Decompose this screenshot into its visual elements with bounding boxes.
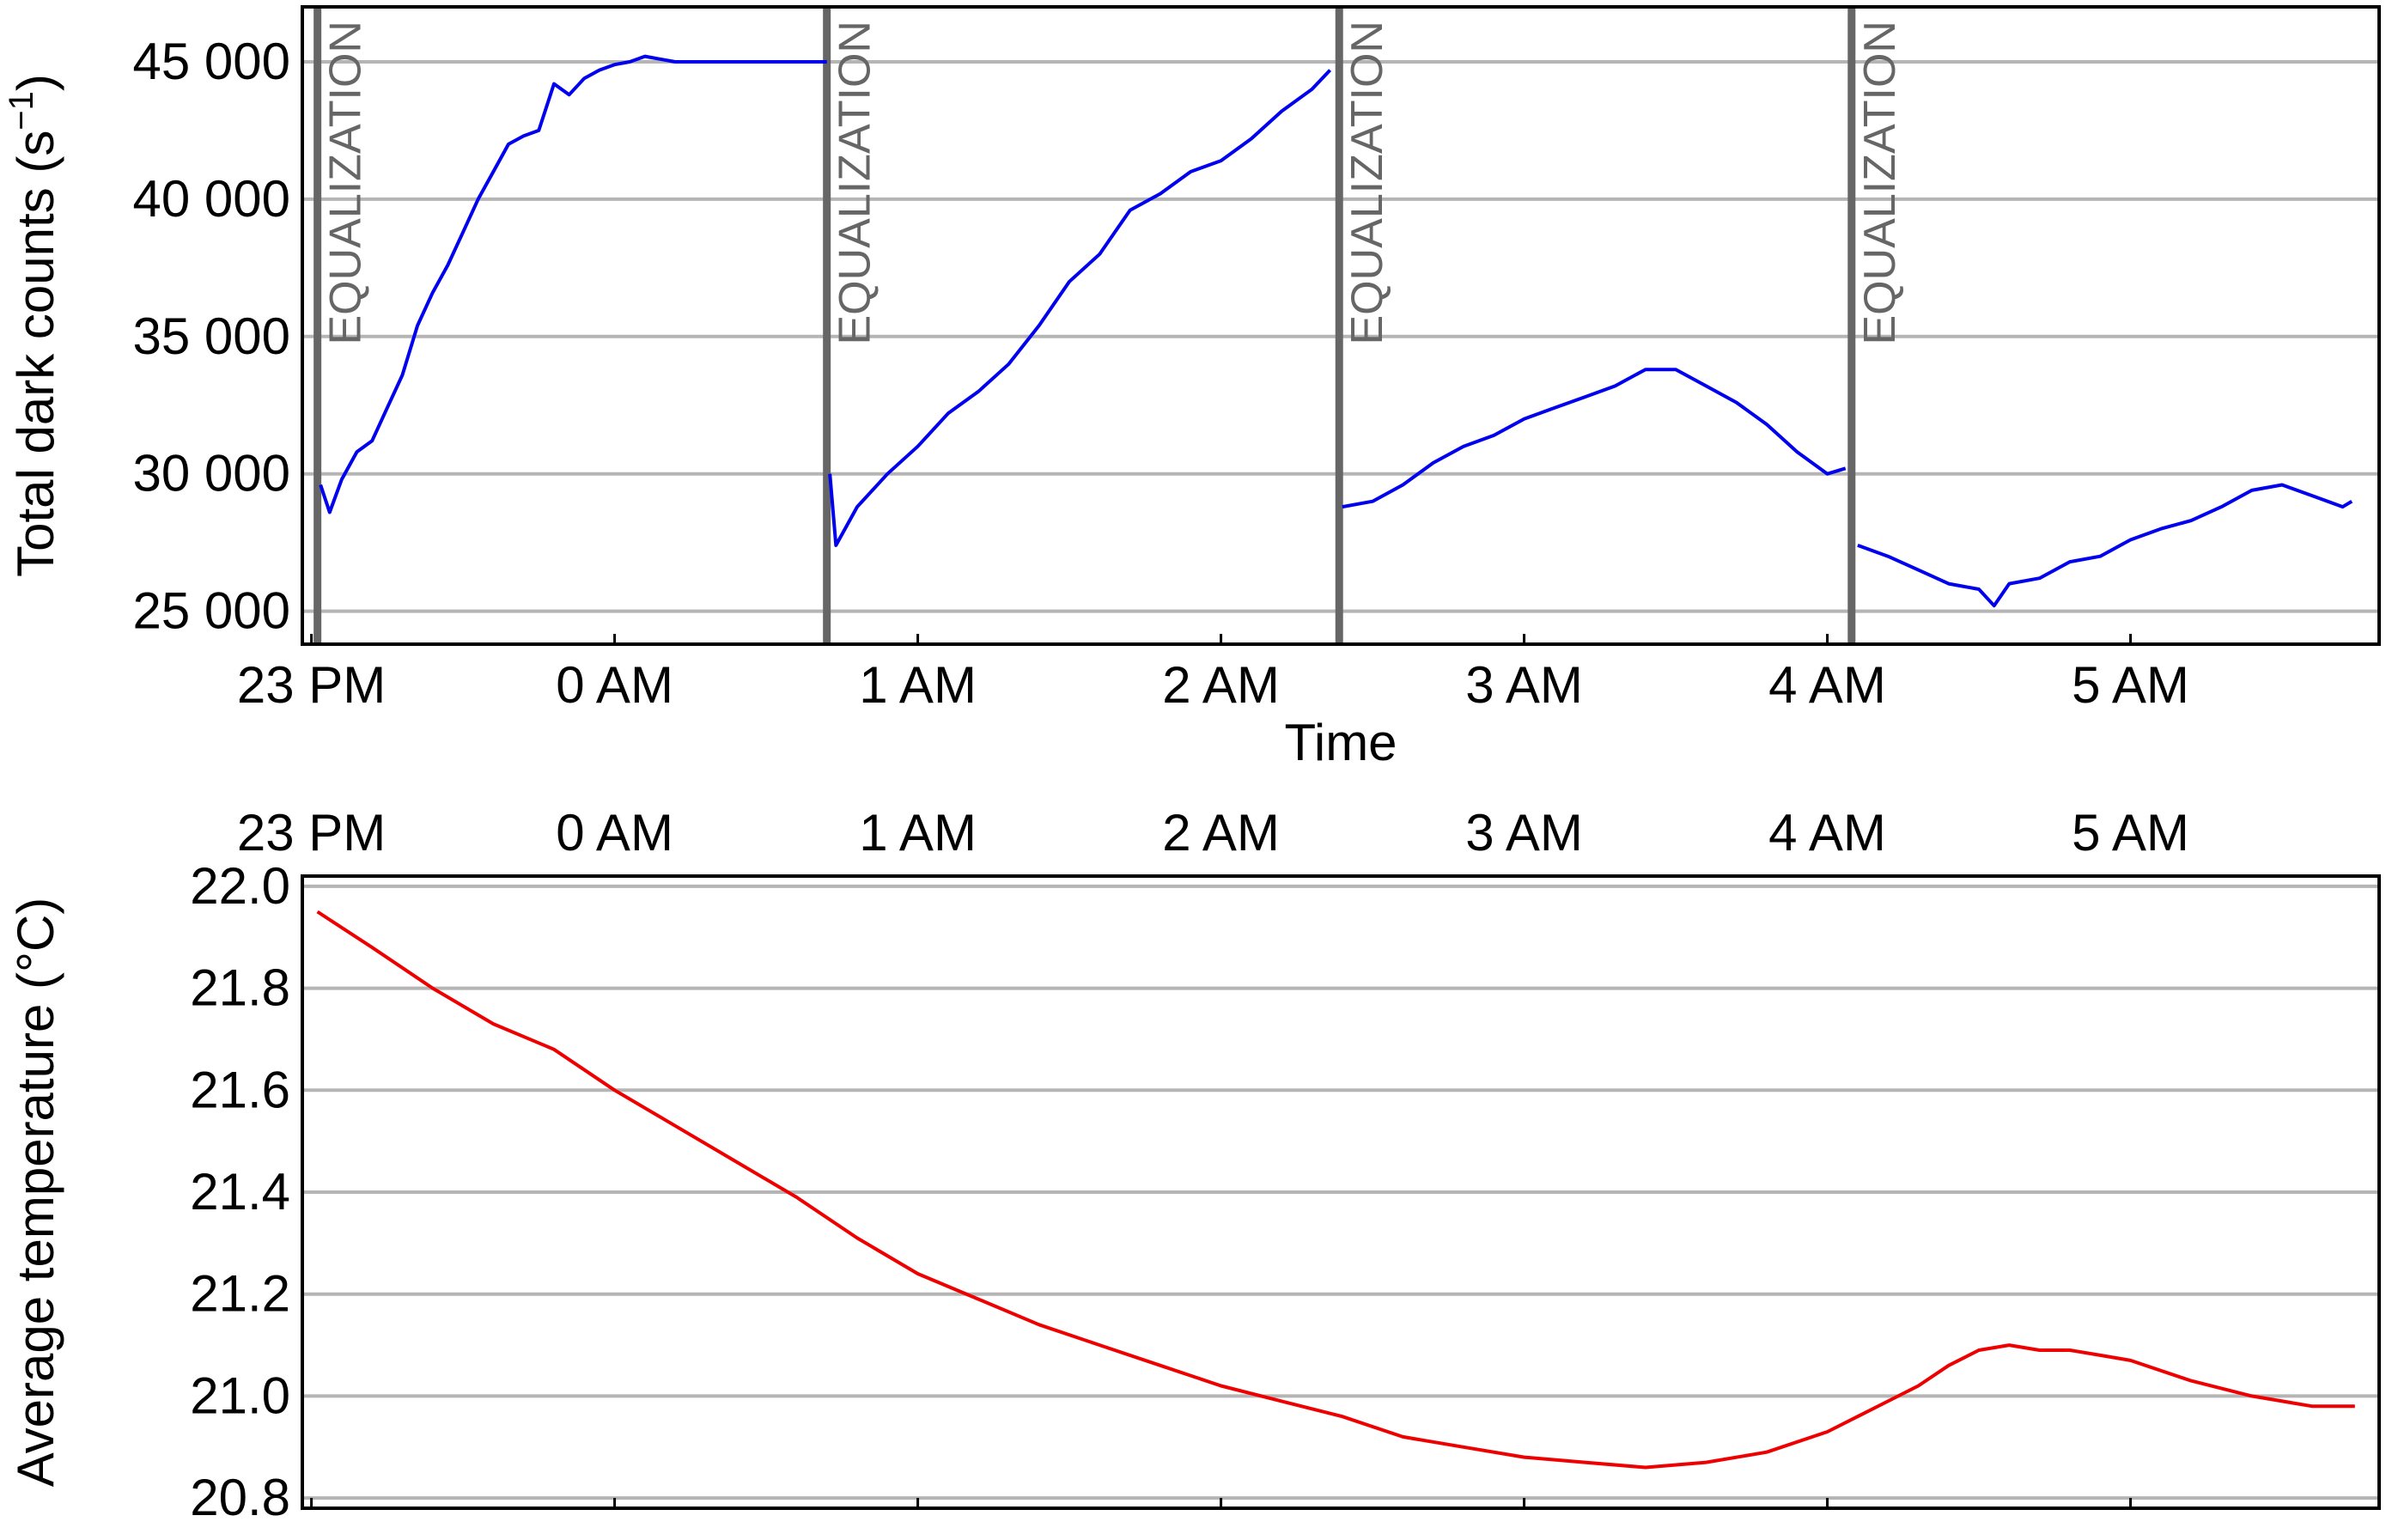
y-tick-label: 21.2 — [190, 1265, 290, 1323]
equalization-label: EQUALIZATION — [1342, 21, 1392, 345]
temperature-gridlines — [302, 884, 2379, 1500]
dark-counts-y-axis-label-close: ) — [7, 74, 64, 91]
y-tick-label: 22.0 — [190, 857, 290, 915]
dark-counts-x-axis-label: Time — [1284, 714, 1397, 771]
dark-counts-plot-frame — [301, 5, 2381, 646]
x-tick-label: 3 AM — [1465, 656, 1583, 714]
y-tick-label: 21.0 — [190, 1367, 290, 1424]
temperature-series — [316, 910, 2355, 1470]
temperature-y-tick-labels: 20.8 21.0 21.2 21.4 21.6 21.8 22.0 — [190, 857, 290, 1526]
series-line — [316, 910, 2355, 1470]
x-tick-label: 23 PM — [237, 804, 386, 861]
series-line — [828, 69, 1332, 547]
y-tick-label: 40 000 — [132, 170, 290, 228]
temperature-panel: 20.8 21.0 21.2 21.4 21.6 21.8 22.0 23 PM 0 AM 1 … — [7, 804, 2381, 1526]
y-tick-label: 20.8 — [190, 1469, 290, 1526]
y-tick-label: 21.4 — [190, 1163, 290, 1220]
x-tick-label: 1 AM — [859, 656, 977, 714]
equalization-markers: EQUALIZATION EQUALIZATION EQUALIZATION EQUA… — [313, 7, 1905, 644]
x-tick-label: 2 AM — [1162, 656, 1280, 714]
x-tick-label: 4 AM — [1768, 656, 1886, 714]
x-tick-label: 0 AM — [556, 656, 673, 714]
y-tick-label: 30 000 — [132, 445, 290, 502]
x-tick-label: 5 AM — [2072, 656, 2189, 714]
x-tick-label: 5 AM — [2072, 804, 2189, 861]
equalization-label: EQUALIZATION — [321, 21, 371, 345]
x-tick-label: 3 AM — [1465, 804, 1583, 861]
series-line — [1857, 483, 2353, 608]
equalization-label: EQUALIZATION — [1855, 21, 1905, 345]
series-line — [319, 54, 827, 514]
y-tick-label: 25 000 — [132, 582, 290, 640]
x-tick-label: 2 AM — [1162, 804, 1280, 861]
y-tick-label: 21.6 — [190, 1061, 290, 1118]
temperature-plot-frame — [301, 874, 2381, 1510]
dark-counts-series — [319, 54, 2353, 608]
x-tick-label: 4 AM — [1768, 804, 1886, 861]
series-line — [1342, 368, 1847, 509]
dark-counts-y-tick-labels: 25 000 30 000 35 000 40 000 45 000 — [132, 33, 290, 640]
x-tick-label: 1 AM — [859, 804, 977, 861]
y-tick-label: 21.8 — [190, 959, 290, 1017]
dark-counts-y-axis-label-text: Total dark counts (s — [7, 131, 64, 577]
equalization-label: EQUALIZATION — [831, 21, 880, 345]
dark-counts-x-tick-labels: 23 PM 0 AM 1 AM 2 AM 3 AM 4 AM 5 AM — [237, 634, 2189, 714]
y-tick-label: 35 000 — [132, 307, 290, 365]
temperature-x-tick-labels: 23 PM 0 AM 1 AM 2 AM 3 AM 4 AM 5 AM — [237, 804, 2189, 1508]
x-tick-label: 0 AM — [556, 804, 673, 861]
dark-counts-panel: EQUALIZATION EQUALIZATION EQUALIZATION EQUA… — [3, 5, 2381, 771]
dark-counts-y-axis-label-superscript: −1 — [3, 91, 40, 131]
temperature-y-axis-label: Average temperature (°C) — [7, 898, 64, 1488]
x-tick-label: 23 PM — [237, 656, 386, 714]
y-tick-label: 45 000 — [132, 33, 290, 90]
dark-counts-y-axis-label: Total dark counts (s−1) — [3, 74, 64, 577]
